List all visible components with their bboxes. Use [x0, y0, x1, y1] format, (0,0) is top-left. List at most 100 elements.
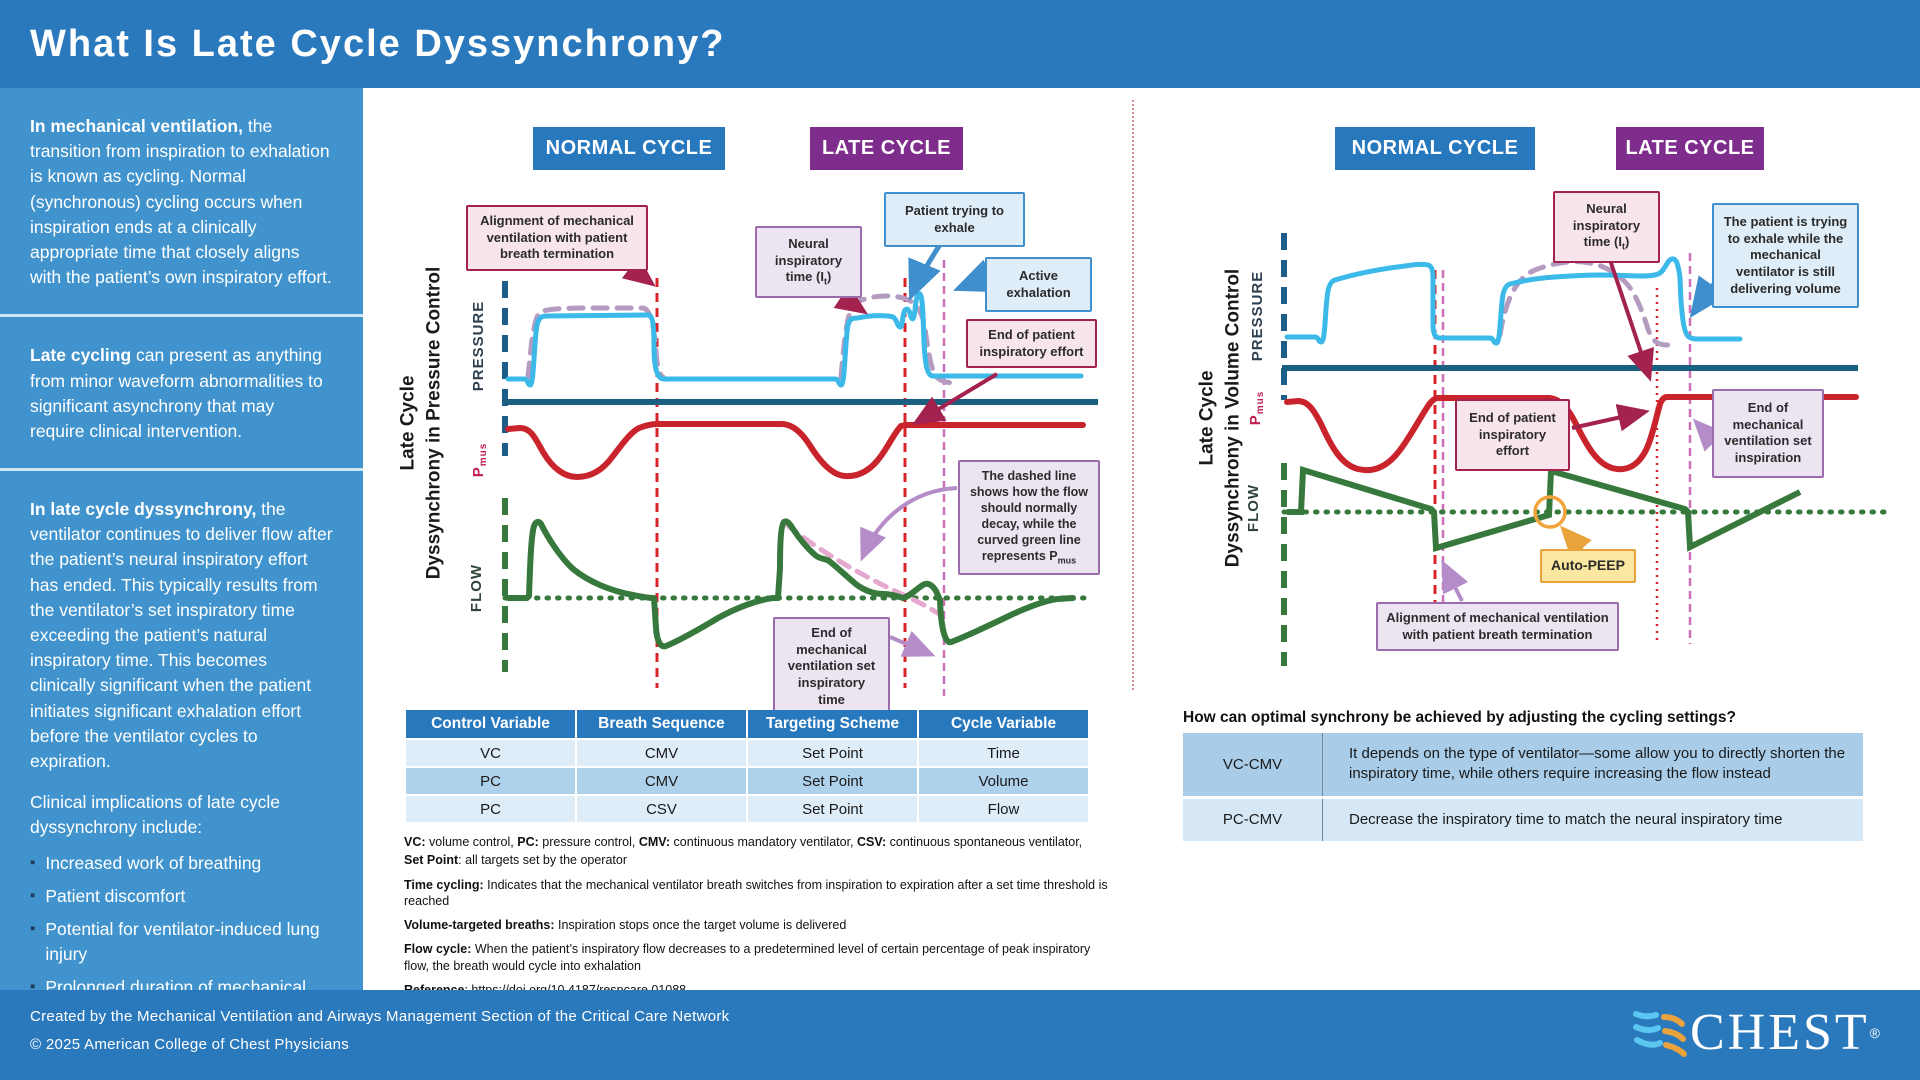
- settings-row: VC-CMV It depends on the type of ventila…: [1183, 733, 1863, 796]
- callout-alignment: Alignment of mechanical ventilation with…: [1376, 602, 1619, 652]
- sidebar-paragraph-mechanical-ventilation: In mechanical ventilation, the transitio…: [30, 116, 332, 288]
- callout-end-patient-effort: End of patient inspiratory effort: [966, 319, 1097, 369]
- footer-copyright: © 2025 American College of Chest Physici…: [30, 1036, 350, 1053]
- sidebar-paragraph-text: In late cycle dyssynchrony, the ventilat…: [30, 499, 333, 771]
- sidebar-divider: [0, 314, 363, 318]
- chest-logo-icon: [1632, 1011, 1687, 1057]
- callout-patient-trying-to-exhale: The patient is trying to exhale while th…: [1712, 203, 1859, 309]
- pressure-axis-label: PRESSURE: [1249, 271, 1266, 362]
- arrow-patient-trying: [1689, 275, 1728, 319]
- callout-patient-trying-to-exhale: Patient trying to exhale: [884, 192, 1025, 248]
- neural-time-dash-late: [1497, 259, 1680, 348]
- flow-axis-label: FLOW: [1245, 484, 1262, 532]
- sidebar-paragraph-late-cycle-dyssynchrony: In late cycle dyssynchrony, the ventilat…: [0, 471, 363, 1058]
- flow-axis-label: FLOW: [468, 564, 485, 612]
- arrow-neural: [833, 284, 868, 315]
- pmus-waveform: [1284, 394, 1859, 473]
- table-cell: Volume: [919, 768, 1088, 794]
- table-row: VC CMV Set Point Time: [406, 740, 1088, 766]
- callout-active-exhalation: Active exhalation: [985, 257, 1092, 313]
- footnote-time-cycling: Time cycling: Indicates that the mechani…: [404, 877, 1108, 908]
- sidebar-divider: [0, 468, 363, 472]
- bullet-icon: ▪: [30, 853, 36, 871]
- callout-end-mech-inspiratory-time: End of mechanical ventilation set inspir…: [773, 617, 890, 717]
- bullet-icon: ▪: [30, 978, 36, 996]
- footnote-flow-cycle: Flow cycle: When the patient’s inspirato…: [404, 942, 1091, 973]
- arrow-neural: [1606, 253, 1654, 382]
- settings-advice: Decrease the inspiratory time to match t…: [1349, 810, 1783, 828]
- arrow-end-mech: [1692, 418, 1726, 452]
- table-cell: Set Point: [748, 740, 917, 766]
- volume-control-diagram: NORMAL CYCLE LATE CYCLE Late Cycle Dyssy…: [1180, 88, 1920, 713]
- list-item-text: Increased work of breathing: [45, 852, 262, 873]
- table-cell: CSV: [577, 796, 746, 822]
- list-item-text: Patient discomfort: [45, 885, 186, 906]
- callout-dashed-line-note: The dashed line shows how the flow shoul…: [958, 460, 1100, 576]
- footer-bar: Created by the Mechanical Ventilation an…: [0, 990, 1920, 1080]
- sidebar-paragraph-late-cycling: Late cycling can present as anything fro…: [30, 345, 323, 441]
- normal-cycle-badge: NORMAL CYCLE: [1335, 127, 1535, 170]
- pmus-waveform: [505, 421, 1086, 480]
- list-item: ▪ Increased work of breathing: [30, 851, 333, 876]
- page-title: What Is Late Cycle Dyssynchrony?: [30, 22, 726, 65]
- callout-autopeep: Auto-PEEP: [1540, 549, 1636, 583]
- autopeep-circle-marker: [1533, 495, 1567, 529]
- list-item-text: Potential for ventilator-induced lung in…: [45, 918, 320, 965]
- table-row: PC CSV Set Point Flow: [406, 796, 1088, 822]
- pmus-axis-label: Pmus: [1247, 391, 1266, 426]
- callout-neural-time: Neural inspiratory time (It): [755, 226, 862, 299]
- arrow-autopeep: [1559, 525, 1592, 559]
- table-cell: Time: [919, 740, 1088, 766]
- flow-waveform: [505, 518, 1076, 650]
- column-header: Breath Sequence: [577, 710, 746, 738]
- settings-advice: It depends on the type of ventilator—som…: [1349, 745, 1846, 783]
- footnote-volume-targeted: Volume-targeted breaths: Inspiration sto…: [404, 918, 847, 932]
- list-item: ▪ Patient discomfort: [30, 884, 333, 909]
- callout-alignment: Alignment of mechanical ventilation with…: [466, 205, 648, 271]
- bullet-icon: ▪: [30, 919, 36, 937]
- table-row: PC CMV Set Point Volume: [406, 768, 1088, 794]
- sidebar: In mechanical ventilation, the transitio…: [0, 88, 363, 1022]
- late-cycle-badge: LATE CYCLE: [810, 127, 963, 170]
- arrow-dashed-note: [860, 486, 958, 562]
- table-header-row: Control Variable Breath Sequence Targeti…: [406, 710, 1088, 738]
- panel-divider-dotted-line: [1132, 100, 1134, 690]
- chest-logo: CHEST ®: [1628, 1004, 1880, 1062]
- list-item: ▪ Potential for ventilator-induced lung i…: [30, 917, 333, 967]
- table-cell: PC: [406, 768, 575, 794]
- pressure-waveform: [1284, 256, 1743, 346]
- volume-control-waveforms: PRESSURE Pmus FLOW: [1245, 233, 1895, 666]
- arrow-end-mech: [889, 630, 936, 657]
- pressure-axis-label: PRESSURE: [470, 301, 487, 392]
- footnote-set-point: Set Point: all targets set by the operat…: [404, 853, 628, 868]
- cycle-variable-table: Control Variable Breath Sequence Targeti…: [404, 708, 1090, 824]
- column-header: Targeting Scheme: [748, 710, 917, 738]
- bullet-icon: ▪: [30, 886, 36, 904]
- pmus-axis-label: Pmus: [470, 443, 489, 478]
- settings-table: VC-CMV It depends on the type of ventila…: [1183, 733, 1863, 844]
- table-cell: Set Point: [748, 768, 917, 794]
- callout-neural-time: Neural inspiratory time (It): [1553, 191, 1660, 264]
- table-cell: Flow: [919, 796, 1088, 822]
- arrow-active-exhalation: [953, 259, 997, 293]
- settings-question: How can optimal synchrony be achieved by…: [1183, 709, 1736, 726]
- settings-mode: VC-CMV: [1183, 733, 1323, 796]
- normal-decay-dashed-line: [784, 522, 944, 618]
- column-header: Cycle Variable: [919, 710, 1088, 738]
- footnote-abbreviations: VC: volume control, PC: pressure control…: [404, 835, 1083, 849]
- normal-cycle-badge: NORMAL CYCLE: [533, 127, 725, 170]
- arrow-patient-trying: [908, 241, 944, 301]
- column-header: Control Variable: [406, 710, 575, 738]
- late-cycle-badge: LATE CYCLE: [1616, 127, 1764, 170]
- settings-row: PC-CMV Decrease the inspiratory time to …: [1183, 798, 1863, 841]
- clinical-implications-title: Clinical implications of late cycle dyss…: [30, 792, 280, 838]
- pressure-control-waveforms: PRESSURE Pmus FLOW: [468, 241, 1098, 696]
- chest-logo-text: CHEST: [1689, 1004, 1870, 1061]
- flow-waveform: [1287, 466, 1802, 552]
- table-cell: Set Point: [748, 796, 917, 822]
- registered-mark: ®: [1869, 1025, 1880, 1041]
- arrow-alignment: [1441, 559, 1469, 602]
- callout-end-patient-effort: End of patient inspiratory effort: [1455, 399, 1570, 471]
- footer-attribution: Created by the Mechanical Ventilation an…: [30, 1008, 730, 1025]
- pressure-waveform: [505, 291, 1084, 388]
